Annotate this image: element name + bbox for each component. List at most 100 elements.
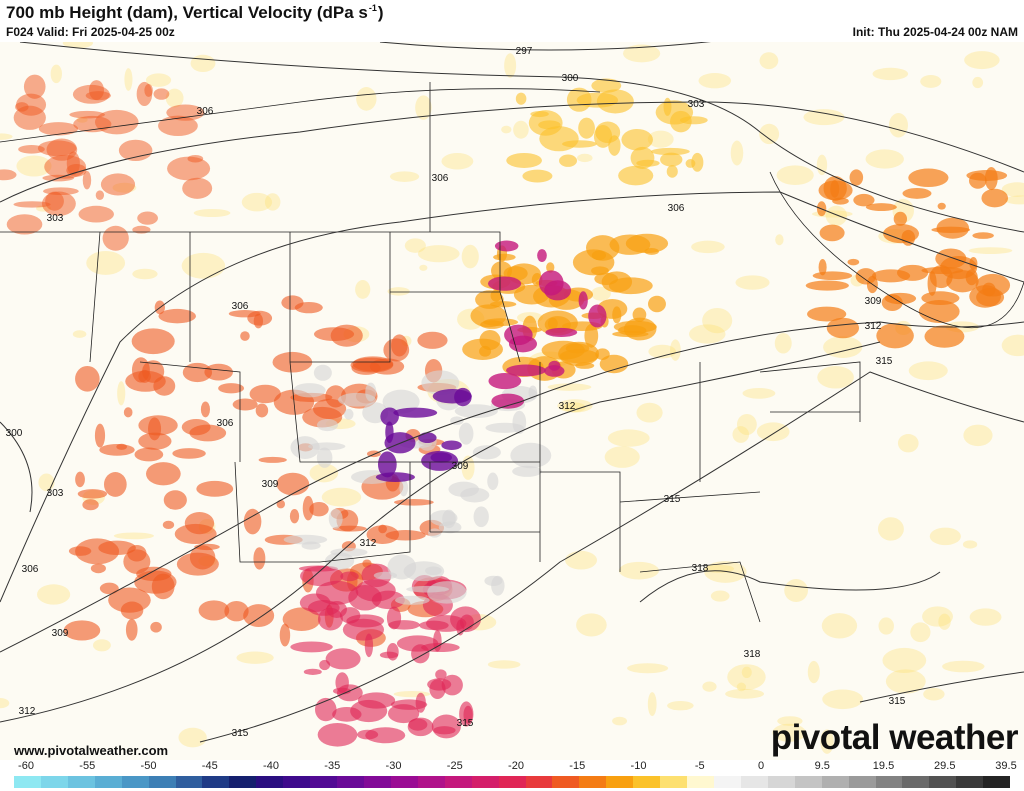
velocity-cell xyxy=(364,633,374,658)
velocity-cell xyxy=(198,600,230,621)
velocity-cell xyxy=(16,155,52,177)
velocity-cell xyxy=(395,595,430,605)
contour-label: 309 xyxy=(52,628,69,639)
velocity-cell xyxy=(162,520,175,530)
velocity-cell xyxy=(473,506,489,528)
pivotal-weather-logo: pivotal weather xyxy=(770,718,1019,757)
velocity-cell xyxy=(240,331,250,341)
velocity-cell xyxy=(77,489,108,499)
velocity-cell xyxy=(650,147,690,156)
velocity-cell xyxy=(621,128,653,151)
velocity-cell xyxy=(636,402,663,423)
velocity-cell xyxy=(865,149,904,169)
velocity-cell xyxy=(144,83,153,97)
velocity-cell xyxy=(487,276,522,291)
velocity-cell xyxy=(545,327,578,337)
velocity-cell xyxy=(0,133,13,140)
colorbar-swatch xyxy=(337,776,364,788)
velocity-cell xyxy=(350,357,394,373)
velocity-cell xyxy=(670,339,681,361)
colorbar-swatch xyxy=(310,776,338,788)
velocity-cell xyxy=(472,445,501,460)
colorbar-swatch xyxy=(390,776,418,788)
velocity-cell xyxy=(491,261,513,281)
colorbar-swatch xyxy=(579,776,607,788)
colorbar-tick: -60 xyxy=(18,760,34,772)
velocity-cell xyxy=(134,447,164,462)
init-time: Init: Thu 2025-04-24 00z NAM xyxy=(852,25,1018,39)
colorbar-swatch xyxy=(283,776,311,788)
velocity-cell xyxy=(803,109,845,126)
velocity-cell xyxy=(441,153,474,170)
velocity-cell xyxy=(1004,195,1024,205)
velocity-cell xyxy=(125,618,138,641)
velocity-cell xyxy=(158,115,198,136)
velocity-cell xyxy=(484,575,503,587)
velocity-cell xyxy=(290,436,320,460)
velocity-cell xyxy=(647,692,657,717)
velocity-cell xyxy=(313,327,355,342)
velocity-cell xyxy=(335,672,349,693)
velocity-cell xyxy=(108,587,151,613)
velocity-cell xyxy=(908,168,949,188)
velocity-cell xyxy=(258,456,287,463)
velocity-cell xyxy=(184,512,215,535)
velocity-cell xyxy=(969,285,1001,308)
velocity-cell xyxy=(365,727,406,744)
velocity-cell xyxy=(253,313,264,329)
velocity-cell xyxy=(685,159,696,168)
velocity-cell xyxy=(702,681,717,692)
velocity-cell xyxy=(855,268,877,285)
velocity-cell xyxy=(75,471,85,488)
contour-labels: 297 300 303 306 306 303 306 306 309 312 315 306 300 3… xyxy=(6,46,906,739)
contour-label: 303 xyxy=(47,213,64,224)
velocity-cell xyxy=(736,682,747,692)
velocity-cell xyxy=(920,74,942,88)
contour-label: 312 xyxy=(19,706,36,717)
velocity-cell xyxy=(37,140,77,157)
velocity-cell xyxy=(494,240,519,252)
velocity-cell xyxy=(596,89,634,114)
velocity-cell xyxy=(756,422,790,442)
colorbar-swatch xyxy=(256,776,284,788)
velocity-cell xyxy=(187,154,204,163)
velocity-cell xyxy=(883,224,919,244)
velocity-cell xyxy=(324,552,355,570)
velocity-cell xyxy=(426,615,467,632)
contour-label: 318 xyxy=(744,649,761,660)
velocity-cell xyxy=(981,188,1009,208)
velocity-cell xyxy=(313,398,347,419)
colorbar-swatch xyxy=(552,776,580,788)
colorbar-swatch xyxy=(229,776,257,788)
velocity-cell xyxy=(387,287,410,296)
velocity-cell xyxy=(167,156,211,181)
velocity-cell xyxy=(537,249,547,263)
velocity-cell xyxy=(317,607,343,631)
velocity-cell xyxy=(539,126,579,152)
velocity-cell xyxy=(902,187,932,199)
velocity-cell xyxy=(103,472,127,497)
velocity-cell xyxy=(386,643,399,661)
velocity-cell xyxy=(704,561,747,583)
velocity-cell xyxy=(344,408,354,420)
velocity-cell xyxy=(504,53,517,78)
velocity-cell xyxy=(299,593,331,613)
velocity-cell xyxy=(102,225,129,251)
velocity-cell xyxy=(710,590,730,602)
velocity-cell xyxy=(178,727,207,748)
colorbar-swatch xyxy=(929,776,957,788)
velocity-cell xyxy=(281,295,304,310)
contour-label: 306 xyxy=(232,301,249,312)
velocity-cell xyxy=(241,192,273,212)
velocity-cell xyxy=(158,308,196,324)
velocity-cell xyxy=(407,717,434,737)
velocity-cell xyxy=(460,487,490,503)
velocity-cell xyxy=(124,68,133,91)
velocity-cell xyxy=(819,224,845,242)
velocity-cell xyxy=(86,250,126,275)
velocity-cell xyxy=(528,385,538,400)
colorbar-swatch xyxy=(956,776,984,788)
velocity-cell xyxy=(691,240,725,254)
velocity-cell xyxy=(432,389,472,404)
velocity-cell xyxy=(591,78,622,93)
